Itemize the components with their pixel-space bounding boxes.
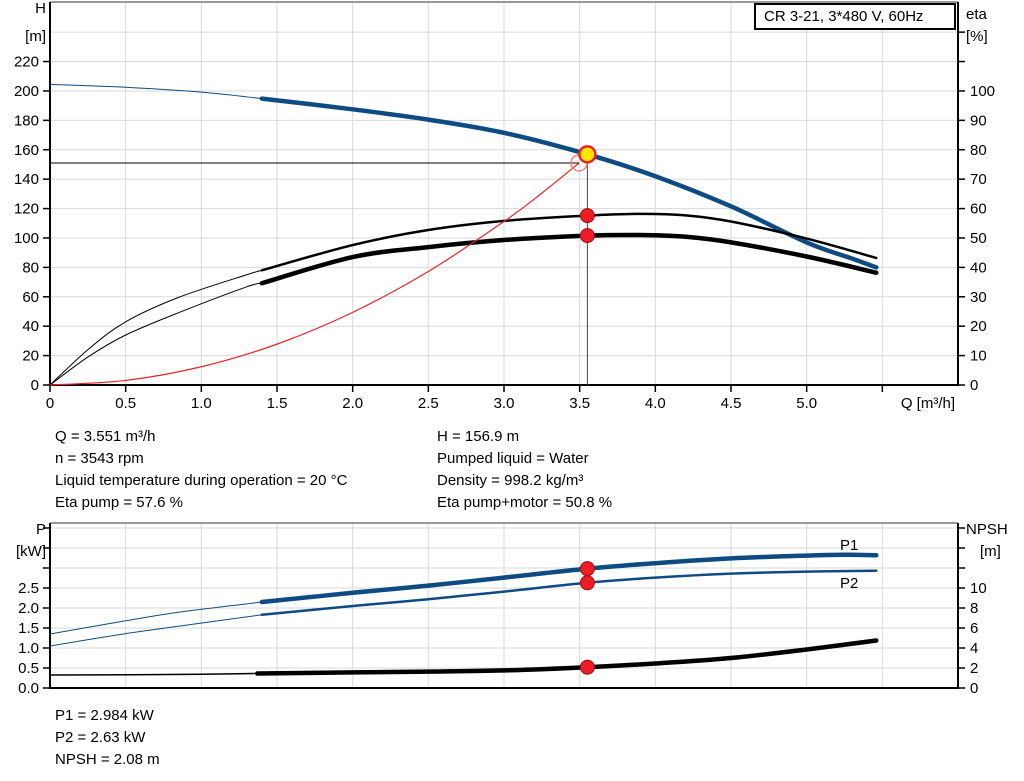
info-h: H = 156.9 m	[437, 428, 520, 445]
right-tick-label: 10	[970, 580, 987, 597]
left-tick-label: 1.5	[18, 620, 39, 637]
p-axis-unit: [kW]	[16, 543, 46, 560]
left-tick-label: 20	[22, 348, 39, 365]
left-tick-label: 120	[14, 201, 39, 218]
x-tick-label: 3.0	[494, 395, 515, 412]
x-tick-label: 0.5	[115, 395, 136, 412]
right-tick-label: 0	[970, 680, 978, 697]
left-tick-label: 0.5	[18, 660, 39, 677]
x-tick-label: 4.0	[645, 395, 666, 412]
info-p2: P2 = 2.63 kW	[55, 729, 146, 746]
left-tick-label: 200	[14, 83, 39, 100]
left-tick-label: 140	[14, 171, 39, 188]
pump-title: CR 3-21, 3*480 V, 60Hz	[764, 8, 924, 25]
npsh-axis-unit: [m]	[980, 543, 1001, 560]
info-n: n = 3543 rpm	[55, 450, 144, 467]
duty-dot	[579, 575, 595, 591]
duty-dot	[579, 208, 595, 224]
pump-title-box: CR 3-21, 3*480 V, 60Hz	[754, 3, 956, 30]
eta-pump-curve-thin	[49, 269, 263, 386]
right-tick-label: 20	[970, 318, 987, 335]
npsh-curve	[255, 638, 879, 676]
duty-info-left: Q = 3.551 m³/h n = 3543 rpm Liquid tempe…	[55, 426, 347, 514]
duty-dot	[579, 659, 595, 675]
eta-axis-unit: [%]	[966, 28, 988, 45]
right-tick-label: 100	[970, 83, 995, 100]
npsh-curve-thin	[49, 672, 259, 676]
q-axis-title: Q [m³/h]	[900, 395, 955, 412]
x-tick-label: 2.5	[418, 395, 439, 412]
duty-info-right: H = 156.9 m Pumped liquid = Water Densit…	[437, 426, 612, 514]
left-tick-label: 0.0	[18, 680, 39, 697]
left-tick-label: 0	[31, 377, 39, 394]
x-tick-label: 2.0	[342, 395, 363, 412]
left-tick-label: 180	[14, 112, 39, 129]
duty-dot	[579, 561, 595, 577]
right-tick-label: 90	[970, 112, 987, 129]
left-tick-label: 220	[14, 54, 39, 71]
right-tick-label: 8	[970, 600, 978, 617]
right-tick-label: 2	[970, 660, 978, 677]
x-tick-label: 4.5	[721, 395, 742, 412]
info-q: Q = 3.551 m³/h	[55, 428, 156, 445]
right-tick-label: 70	[970, 171, 987, 188]
system-curve	[49, 162, 580, 386]
p1-curve-label: P1	[840, 537, 858, 554]
info-eta-pump-motor: Eta pump+motor = 50.8 %	[437, 494, 613, 511]
p1-curve-thin	[49, 601, 263, 635]
right-tick-label: 6	[970, 620, 978, 637]
left-tick-label: 40	[22, 318, 39, 335]
npsh-axis-title: NPSH	[966, 521, 1008, 538]
right-tick-label: 0	[970, 377, 978, 394]
x-tick-label: 1.5	[267, 395, 288, 412]
info-p1: P1 = 2.984 kW	[55, 707, 154, 724]
p-axis-title: P	[35, 521, 46, 538]
head-curve-thin	[49, 83, 263, 100]
x-tick-label: 5.0	[796, 395, 817, 412]
left-tick-label: 2.0	[18, 600, 39, 617]
left-tick-label: 160	[14, 142, 39, 159]
p2-curve-label: P2	[840, 575, 858, 592]
duty-dot	[579, 228, 595, 244]
info-density: Density = 998.2 kg/m³	[437, 472, 584, 489]
left-tick-label: 1.0	[18, 640, 39, 657]
right-tick-label: 50	[970, 230, 987, 247]
eta-pump-curve	[260, 212, 878, 272]
h-axis-title: H	[35, 0, 46, 17]
head-curve	[259, 96, 879, 270]
duty-point-marker	[578, 145, 597, 164]
x-tick-label: 1.0	[191, 395, 212, 412]
eta-pump-motor-curve-thin	[49, 282, 263, 386]
p2-curve-thin	[49, 614, 263, 647]
eta-axis-title: eta	[966, 6, 987, 23]
left-tick-label: 60	[22, 289, 39, 306]
x-tick-label: 3.5	[569, 395, 590, 412]
eta-pump-motor-curve	[259, 232, 879, 286]
x-tick-label: 0	[46, 395, 54, 412]
p1-curve	[259, 552, 879, 605]
power-info: P1 = 2.984 kW P2 = 2.63 kW NPSH = 2.08 m	[55, 705, 160, 771]
info-temp: Liquid temperature during operation = 20…	[55, 472, 348, 489]
h-axis-unit: [m]	[25, 28, 46, 45]
right-tick-label: 4	[970, 640, 978, 657]
right-tick-label: 10	[970, 348, 987, 365]
left-tick-label: 100	[14, 230, 39, 247]
info-liquid: Pumped liquid = Water	[437, 450, 589, 467]
right-tick-label: 80	[970, 142, 987, 159]
info-eta-pump: Eta pump = 57.6 %	[55, 494, 183, 511]
right-tick-label: 40	[970, 259, 987, 276]
right-tick-label: 30	[970, 289, 987, 306]
right-tick-label: 60	[970, 201, 987, 218]
left-tick-label: 2.5	[18, 580, 39, 597]
info-npsh: NPSH = 2.08 m	[55, 751, 160, 768]
left-tick-label: 80	[22, 259, 39, 276]
